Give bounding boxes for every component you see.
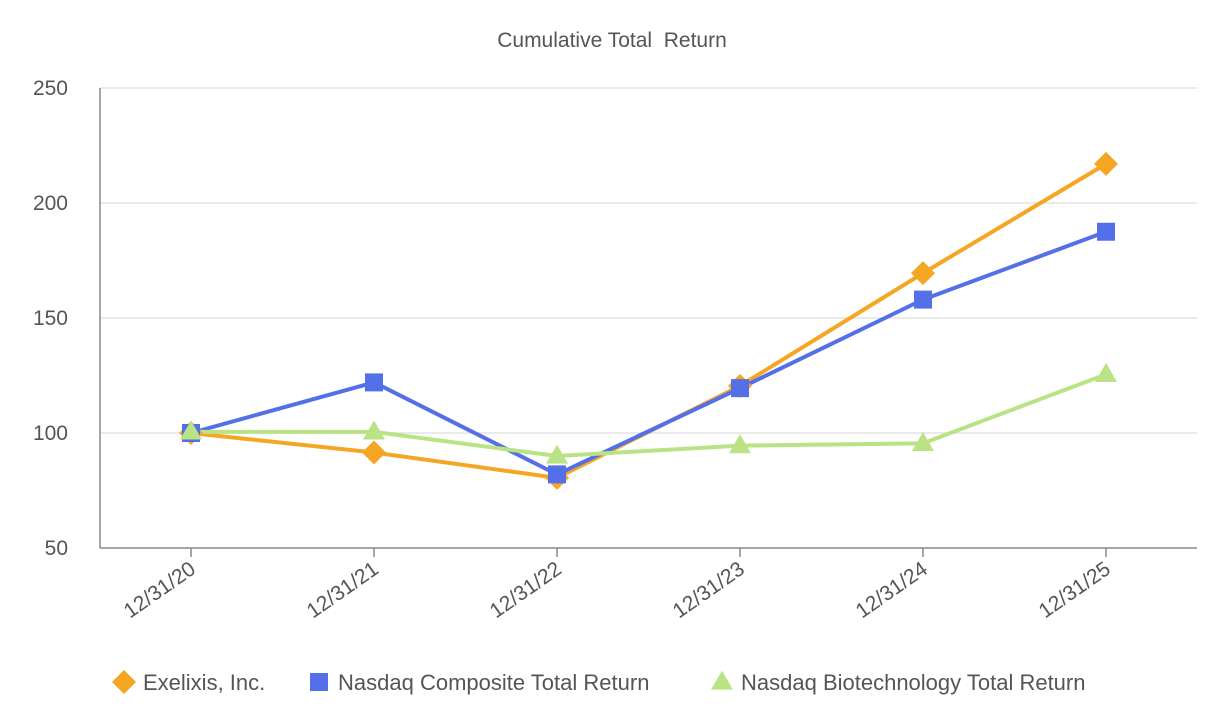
- series-1-point: [548, 465, 566, 484]
- series-2-point: [1095, 362, 1117, 382]
- series-lines: [190, 162, 1108, 480]
- series-2-point: [363, 420, 385, 440]
- chart-title: Cumulative Total Return: [497, 29, 727, 52]
- series-0-point: [1094, 151, 1118, 176]
- x-tick-label: 12/31/21: [303, 557, 383, 623]
- legend-marker-2: [711, 670, 733, 690]
- series-2-point: [729, 434, 751, 454]
- series-line-2: [191, 372, 1107, 458]
- axes: 50 100 150 200 250 12/31/20 12/31/21 12/31/22 12…: [33, 77, 1197, 623]
- legend: Exelixis, Inc. Nasdaq Composite Total Ret…: [112, 670, 1085, 695]
- series-1-point: [1097, 222, 1115, 241]
- x-tick-label: 12/31/22: [486, 557, 566, 623]
- x-tick-label: 12/31/23: [669, 557, 749, 623]
- series-1-point: [365, 373, 383, 392]
- legend-label-1: Nasdaq Composite Total Return: [338, 670, 649, 695]
- series-markers: [179, 151, 1118, 490]
- series-0-point: [911, 261, 935, 286]
- y-tick-label: 250: [33, 77, 68, 100]
- legend-marker-0: [112, 670, 136, 694]
- series-0-point: [362, 440, 386, 465]
- x-tick-label: 12/31/20: [120, 557, 200, 623]
- y-tick-label: 200: [33, 192, 68, 215]
- y-tick-label: 150: [33, 307, 68, 330]
- legend-label-0: Exelixis, Inc.: [143, 670, 265, 695]
- y-tick-label: 100: [33, 422, 68, 445]
- legend-label-2: Nasdaq Biotechnology Total Return: [741, 670, 1085, 695]
- series-line-1: [190, 229, 1107, 477]
- y-tick-label: 50: [45, 537, 68, 560]
- x-tick-label: 12/31/25: [1035, 557, 1115, 623]
- legend-marker-1: [310, 673, 328, 691]
- series-2-point: [546, 444, 568, 464]
- series-2-point: [912, 431, 934, 451]
- series-1-point: [914, 290, 932, 309]
- series-1-point: [731, 379, 749, 398]
- x-tick-label: 12/31/24: [852, 557, 932, 623]
- series-2-point: [180, 420, 202, 440]
